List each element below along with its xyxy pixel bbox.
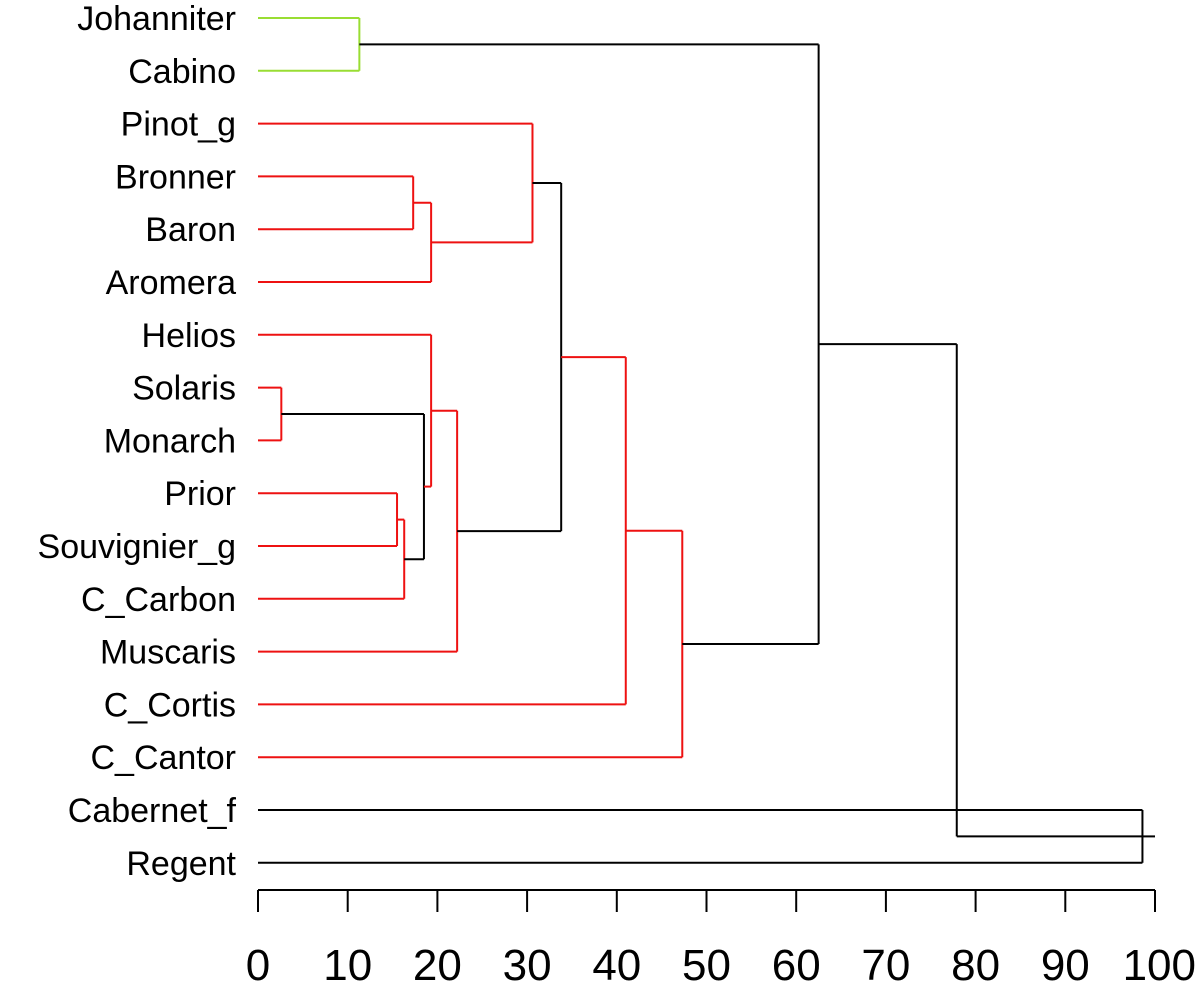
leaf-label: Baron — [145, 211, 236, 249]
dendrogram-branches — [258, 17, 1155, 864]
leaf-label: Souvignier_g — [38, 528, 236, 566]
x-tick-label: 10 — [323, 941, 372, 985]
leaf-labels: Johanniter Cabino Pinot_g Bronner Baron Arome… — [38, 0, 237, 883]
leaf-label: Muscaris — [100, 634, 236, 672]
x-tick-label: 50 — [682, 941, 731, 985]
leaf-label: C_Cortis — [104, 686, 236, 724]
x-tick-label: 30 — [503, 941, 552, 985]
leaf-label: Bronner — [115, 158, 236, 196]
leaf-label: C_Cantor — [90, 739, 236, 777]
leaf-label: Helios — [142, 317, 236, 355]
leaf-label: Pinot_g — [121, 106, 236, 144]
leaf-label: Prior — [164, 475, 236, 513]
leaf-label: Cabernet_f — [68, 792, 237, 830]
x-tick-label: 40 — [592, 941, 641, 985]
leaf-label: Regent — [126, 845, 236, 883]
leaf-label: Aromera — [106, 264, 236, 302]
x-tick-label: 90 — [1041, 941, 1090, 985]
leaf-label: Monarch — [104, 422, 236, 460]
leaf-label: C_Carbon — [81, 581, 236, 619]
x-tick-label: 20 — [413, 941, 462, 985]
x-tick-label: 100 — [1123, 941, 1196, 985]
x-tick-label: 80 — [951, 941, 1000, 985]
x-axis: 0 10 20 30 40 50 60 70 80 90 100 — [246, 889, 1196, 985]
x-tick-label: 0 — [246, 941, 270, 985]
leaf-label: Solaris — [132, 370, 236, 408]
leaf-label: Johanniter — [77, 0, 236, 38]
leaf-label: Cabino — [128, 53, 236, 91]
x-tick-label: 60 — [772, 941, 821, 985]
x-tick-label: 70 — [861, 941, 910, 985]
